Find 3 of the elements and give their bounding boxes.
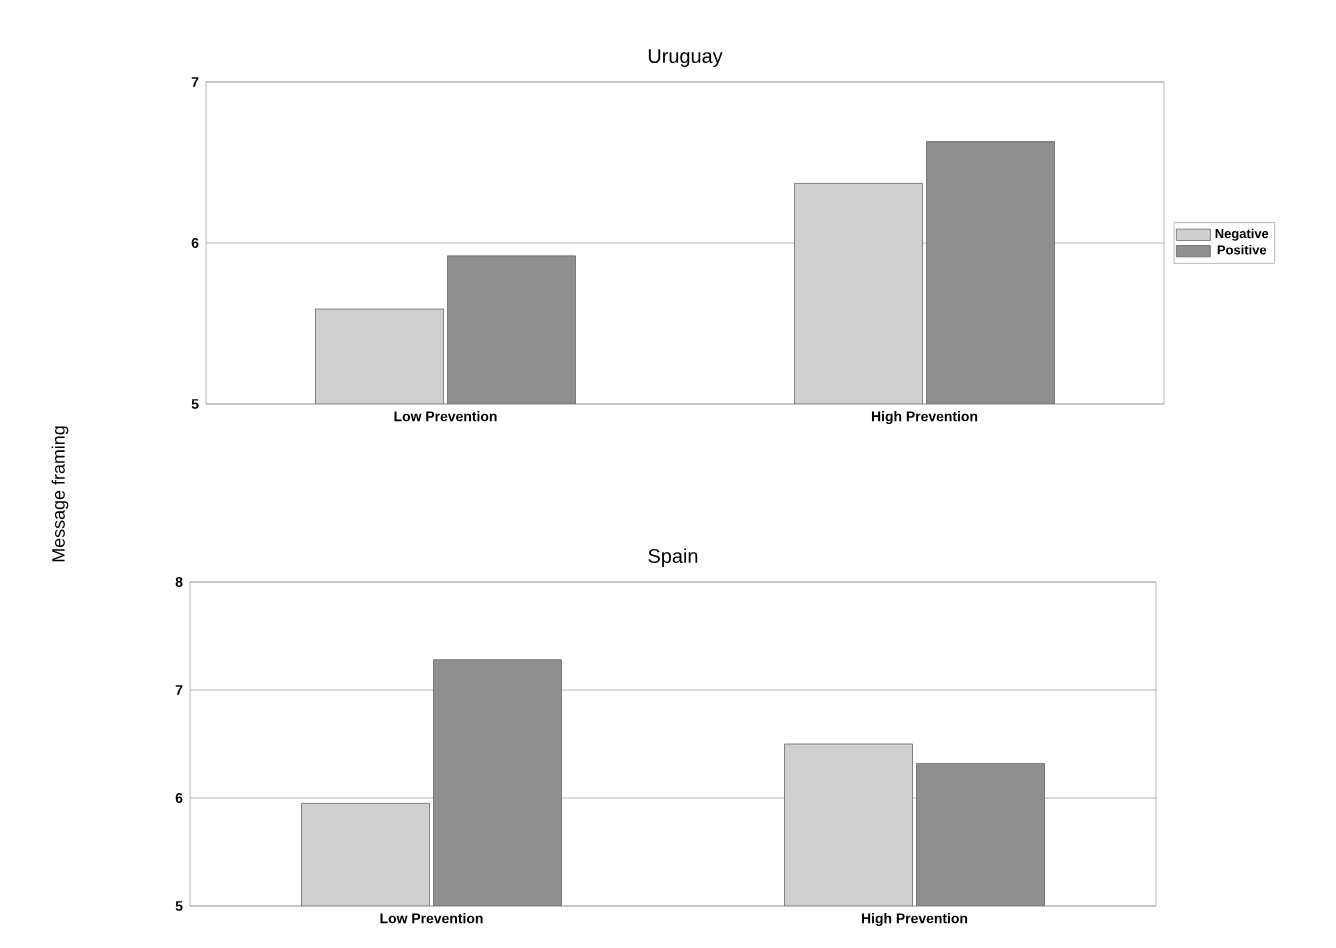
y-axis-title: Message framing: [51, 426, 69, 562]
chart-title: Uruguay: [648, 49, 723, 67]
chart-title: Spain: [648, 548, 698, 567]
